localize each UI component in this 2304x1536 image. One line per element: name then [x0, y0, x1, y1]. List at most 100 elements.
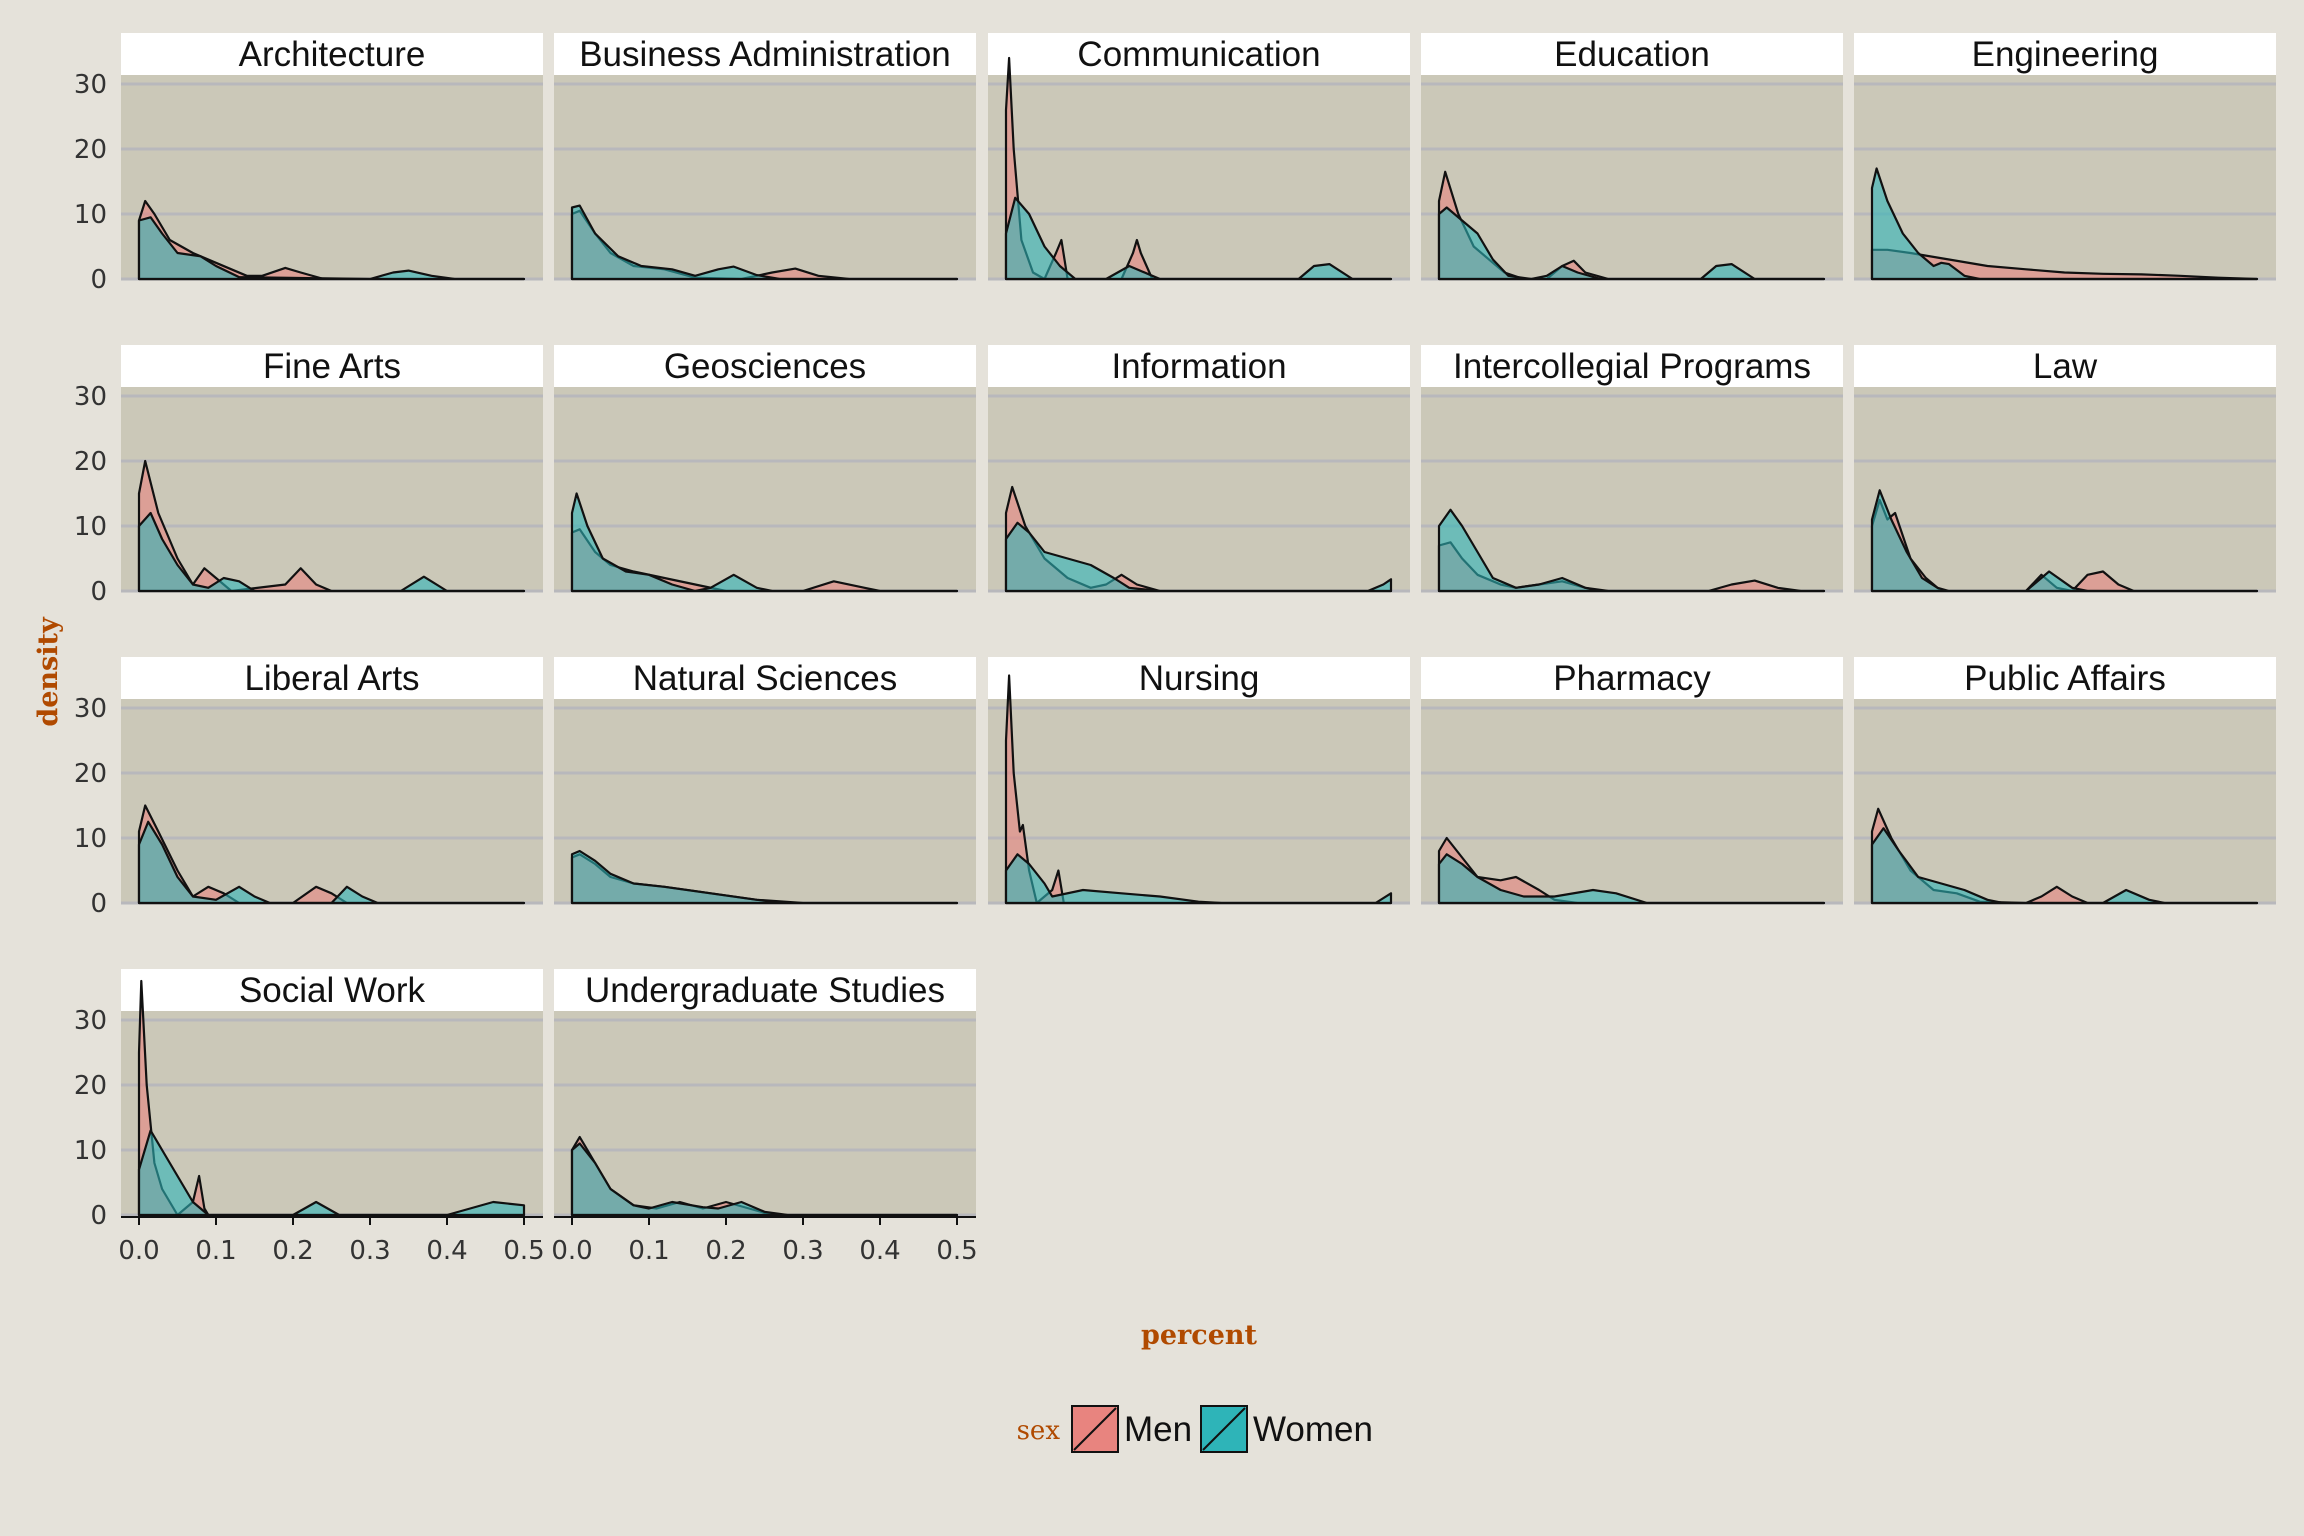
- x-tick-label: 0.5: [936, 1236, 977, 1266]
- y-tick-label: 0: [90, 1201, 107, 1231]
- x-tick-label: 0.2: [705, 1236, 746, 1266]
- x-tick-label: 0.0: [118, 1236, 159, 1266]
- facet-education: Education: [1421, 33, 1843, 281]
- facet-title: Geosciences: [664, 347, 866, 386]
- facet-strip: [1854, 345, 2276, 387]
- facet-title: Undergraduate Studies: [585, 971, 945, 1010]
- legend-swatch-men-diagonal: [1073, 1407, 1117, 1451]
- x-tick-label: 0.3: [349, 1236, 390, 1266]
- y-tick-label: 0: [90, 577, 107, 607]
- density-area-women: [1004, 196, 1393, 281]
- facet-public-affairs: Public Affairs: [1854, 657, 2276, 905]
- x-tick-label: 0.2: [272, 1236, 313, 1266]
- density-area-women: [570, 204, 959, 281]
- y-tick-label: 10: [74, 824, 107, 854]
- density-area-women: [137, 1129, 526, 1217]
- legend-key-women: Women: [1200, 1405, 1373, 1453]
- facet-strip: [554, 657, 976, 699]
- facet-title: Liberal Arts: [244, 659, 419, 698]
- legend-swatch-women-diagonal: [1202, 1407, 1246, 1451]
- y-tick-label: 20: [74, 135, 107, 165]
- facet-strip: [121, 657, 543, 699]
- facet-liberal-arts: Liberal Arts: [121, 657, 543, 905]
- facet-title: Communication: [1077, 35, 1320, 74]
- y-tick-label: 20: [74, 447, 107, 477]
- facet-title: Law: [2033, 347, 2098, 386]
- x-tick-label: 0.5: [503, 1236, 544, 1266]
- facet-strip: [1421, 657, 1843, 699]
- facet-title: Information: [1111, 347, 1286, 386]
- legend: sex Men Women: [1017, 1405, 1373, 1453]
- y-tick-label: 0: [90, 889, 107, 919]
- facet-strip: [554, 33, 976, 75]
- facet-communication: Communication: [988, 33, 1410, 281]
- density-area-women: [1004, 521, 1393, 593]
- facet-strip: [1421, 33, 1843, 75]
- facet-title: Social Work: [239, 971, 426, 1010]
- x-tick-label: 0.3: [782, 1236, 823, 1266]
- density-area-women: [1870, 167, 2259, 281]
- x-tick-label: 0.4: [426, 1236, 467, 1266]
- facet-social-work: Social Work: [121, 969, 543, 1217]
- density-area-men: [1004, 56, 1393, 281]
- density-area-women: [1004, 853, 1393, 905]
- x-axis-title: percent: [1141, 1320, 1258, 1351]
- y-tick-label: 20: [74, 1071, 107, 1101]
- facet-strip: [121, 33, 543, 75]
- y-tick-label: 10: [74, 200, 107, 230]
- x-tick-label: 0.4: [859, 1236, 900, 1266]
- facet-engineering: Engineering: [1854, 33, 2276, 281]
- facet-strip: [988, 345, 1410, 387]
- facet-intercollegial-programs: Intercollegial Programs: [1421, 345, 1843, 593]
- facet-title: Education: [1554, 35, 1710, 74]
- facet-nursing: Nursing: [988, 657, 1410, 905]
- density-area-women: [1437, 206, 1826, 281]
- facet-pharmacy: Pharmacy: [1421, 657, 1843, 905]
- facet-title: Pharmacy: [1553, 659, 1711, 698]
- legend-key-men: Men: [1071, 1405, 1192, 1453]
- density-area-women: [1437, 508, 1826, 593]
- facet-title: Intercollegial Programs: [1453, 347, 1811, 386]
- density-area-women: [137, 511, 526, 593]
- y-tick-label: 0: [90, 265, 107, 295]
- facet-strip: [554, 969, 976, 1011]
- facet-strip: [554, 345, 976, 387]
- facet-undergraduate-studies: Undergraduate Studies: [554, 969, 976, 1217]
- facet-strip: [121, 969, 543, 1011]
- facet-title: Natural Sciences: [633, 659, 898, 698]
- facet-title: Engineering: [1972, 35, 2159, 74]
- facet-strip: [121, 345, 543, 387]
- facet-geosciences: Geosciences: [554, 345, 976, 593]
- legend-title: sex: [1017, 1416, 1061, 1446]
- density-area-women: [1437, 853, 1826, 905]
- density-area-women: [570, 849, 959, 905]
- y-tick-label: 30: [74, 694, 107, 724]
- density-area-women: [1870, 827, 2259, 905]
- facet-business-administration: Business Administration: [554, 33, 976, 281]
- legend-label-men: Men: [1124, 1410, 1192, 1449]
- facet-strip: [1421, 345, 1843, 387]
- legend-label-women: Women: [1253, 1410, 1373, 1449]
- x-tick-label: 0.1: [195, 1236, 236, 1266]
- density-area-women: [570, 1142, 959, 1217]
- facet-strip: [1854, 657, 2276, 699]
- density-area-women: [137, 820, 526, 905]
- y-tick-label: 20: [74, 759, 107, 789]
- y-tick-label: 30: [74, 382, 107, 412]
- facet-strip: [1854, 33, 2276, 75]
- facet-title: Public Affairs: [1964, 659, 2166, 698]
- facet-natural-sciences: Natural Sciences: [554, 657, 976, 905]
- y-axis-title: density: [33, 616, 64, 727]
- y-tick-label: 30: [74, 1006, 107, 1036]
- x-tick-label: 0.1: [628, 1236, 669, 1266]
- y-tick-label: 10: [74, 512, 107, 542]
- facet-strip: [988, 33, 1410, 75]
- facet-title: Fine Arts: [263, 347, 401, 386]
- facet-law: Law: [1854, 345, 2276, 593]
- x-tick-label: 0.0: [551, 1236, 592, 1266]
- density-area-women: [570, 492, 959, 593]
- facet-strip: [988, 657, 1410, 699]
- facet-title: Business Administration: [579, 35, 951, 74]
- facet-fine-arts: Fine Arts: [121, 345, 543, 593]
